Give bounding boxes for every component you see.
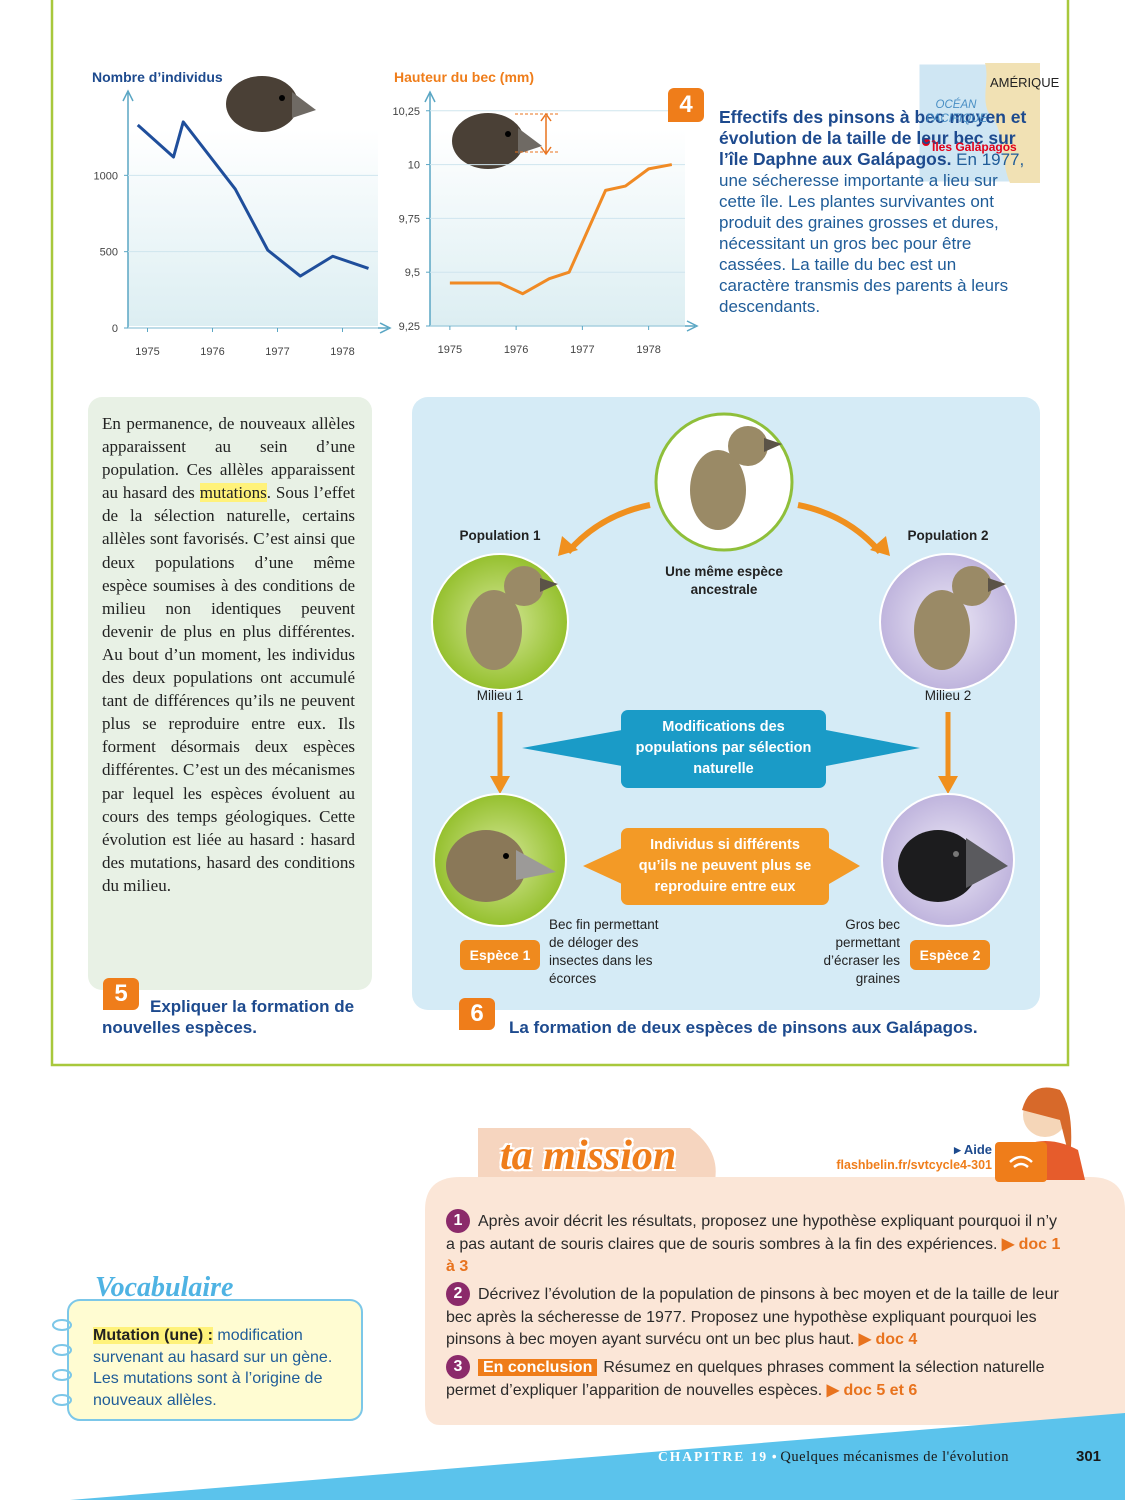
finch-illustration: [226, 76, 560, 169]
page-frame: [50, 0, 1070, 1067]
y-axis-arrow: [122, 89, 134, 102]
species-tag: Espèce 2: [910, 940, 990, 970]
x-axis-arrow: [379, 322, 392, 334]
mission-item: 3 En conclusion Résumez en quelques phrase…: [446, 1355, 1066, 1402]
data-line: [136, 120, 369, 278]
diagram-label: Population 1: [459, 528, 541, 543]
mission-item: 2 Décrivez l’évolution de la population d…: [446, 1282, 1066, 1352]
footer-band: [70, 1413, 1125, 1500]
diagram-label: Bec fin permettant de déloger des insect…: [549, 917, 659, 986]
map-label: Îles Galápagos: [932, 140, 1017, 154]
footer: CHAPITRE 19 • Quelques mécanismes de l'é…: [658, 1449, 1009, 1466]
x-tick-label: 1978: [636, 344, 660, 356]
y-axis-label: Hauteur du bec (mm): [394, 69, 534, 85]
y-axis-arrow: [424, 90, 436, 103]
doc-title: La formation de deux espèces de pinsons …: [509, 1018, 978, 1037]
x-axis-arrow: [686, 320, 699, 332]
mission-tab: [478, 1128, 716, 1180]
mission-item: 1 Après avoir décrit les résultats, propo…: [446, 1209, 1066, 1279]
data-line: [449, 163, 673, 296]
text: En permanence, de nouveaux allèles appar…: [102, 414, 355, 503]
y-axis-label: Nombre d’individus: [92, 69, 223, 85]
doc-text: En 1977, une sécheresse importante a lie…: [719, 150, 1025, 316]
x-tick-label: 1976: [200, 346, 224, 358]
doc-5-box: [88, 397, 372, 990]
doc-ref: ▶ doc 5 et 6: [826, 1381, 918, 1399]
item-text: Après avoir décrit les résultats, propos…: [446, 1213, 1057, 1253]
y-tick-label: 10: [408, 160, 420, 172]
help-label: ▸ Aide: [954, 1142, 992, 1157]
y-tick-label: 0: [112, 323, 118, 335]
conclusion-tag: En conclusion: [478, 1359, 598, 1376]
mission-title: ta mission: [500, 1133, 677, 1179]
doc-ref: ▶ doc 4: [858, 1331, 918, 1348]
vocabulary-title: Vocabulaire: [95, 1272, 234, 1303]
item-number: 3: [446, 1355, 470, 1379]
map-label: AMÉRIQUE: [990, 75, 1060, 90]
x-tick-label: 1975: [438, 344, 462, 356]
x-tick-label: 1977: [265, 346, 289, 358]
diagram-label: Population 2: [907, 528, 989, 543]
charts: Nombre d’individus 0 500 1000 1975 1976 1977 19…: [92, 69, 699, 358]
diagram-label: Milieu 1: [476, 688, 524, 703]
chapter-title: Quelques mécanismes de l'évolution: [780, 1449, 1010, 1465]
doc-ref: ▶ doc 1 à 3: [446, 1235, 1061, 1276]
item-text: Décrivez l’évolution de la population de…: [446, 1286, 1059, 1348]
helper-illustration: [995, 1087, 1085, 1182]
doc-number: 6: [459, 998, 495, 1030]
x-tick-label: 1976: [504, 344, 528, 356]
chart-1-background: [128, 130, 378, 326]
vocabulary-definition: modification survenant au hasard sur un …: [93, 1327, 333, 1409]
x-tick-label: 1977: [570, 344, 594, 356]
diagram-label: Modifications des populations par sélect…: [635, 719, 812, 777]
doc-title: Effectifs des pinsons à bec moyen et évo…: [719, 107, 1027, 169]
y-tick-label: 10,25: [392, 106, 420, 118]
evolution-diagram: [431, 412, 1017, 927]
species-tag: Espèce 1: [460, 940, 540, 970]
diagram-label: Une même espèce ancestrale: [665, 564, 783, 597]
separator: •: [771, 1449, 777, 1464]
y-tick-label: 1000: [94, 170, 118, 182]
doc-number: 5: [103, 978, 139, 1010]
doc-4-caption: Effectifs des pinsons à bec moyen et évo…: [719, 107, 1029, 317]
y-tick-label: 9,5: [405, 267, 420, 279]
diagram-label: Individus si différents qu’ils ne peuven…: [638, 837, 812, 895]
mission-panel: [425, 1177, 1125, 1425]
item-number: 2: [446, 1282, 470, 1306]
doc-5-text: En permanence, de nouveaux allèles appar…: [102, 412, 355, 897]
diagram-label: Milieu 2: [924, 688, 972, 703]
map-label: OCÉAN PACIFIQUE: [926, 99, 988, 125]
x-tick-label: 1975: [135, 346, 159, 358]
vocabulary-rings: [52, 1319, 72, 1406]
item-text: Résumez en quelques phrases comment la s…: [446, 1359, 1045, 1399]
vocabulary-term: Mutation (une) :: [93, 1327, 213, 1344]
map: [916, 61, 1042, 185]
item-number: 1: [446, 1209, 470, 1233]
doc-number: 4: [668, 88, 704, 122]
help-link[interactable]: flashbelin.fr/svtcycle4-301: [836, 1158, 992, 1172]
chapter-number: CHAPITRE 19: [658, 1449, 769, 1464]
x-tick-label: 1978: [330, 346, 354, 358]
y-tick-label: 9,75: [399, 213, 420, 225]
vocabulary-entry: Mutation (une) : modification survenant …: [93, 1325, 355, 1411]
y-tick-label: 9,25: [399, 321, 420, 333]
page-number: 301: [1076, 1448, 1102, 1465]
y-tick-label: 500: [100, 247, 118, 259]
highlighted-term: mutations: [199, 483, 267, 503]
text: . Sous l’effet de la sélection naturelle…: [102, 483, 356, 895]
doc-title: Expliquer la formation de nouvelles espè…: [102, 997, 355, 1037]
diagram-label: Gros bec permettant d’écraser les graine…: [823, 917, 900, 986]
